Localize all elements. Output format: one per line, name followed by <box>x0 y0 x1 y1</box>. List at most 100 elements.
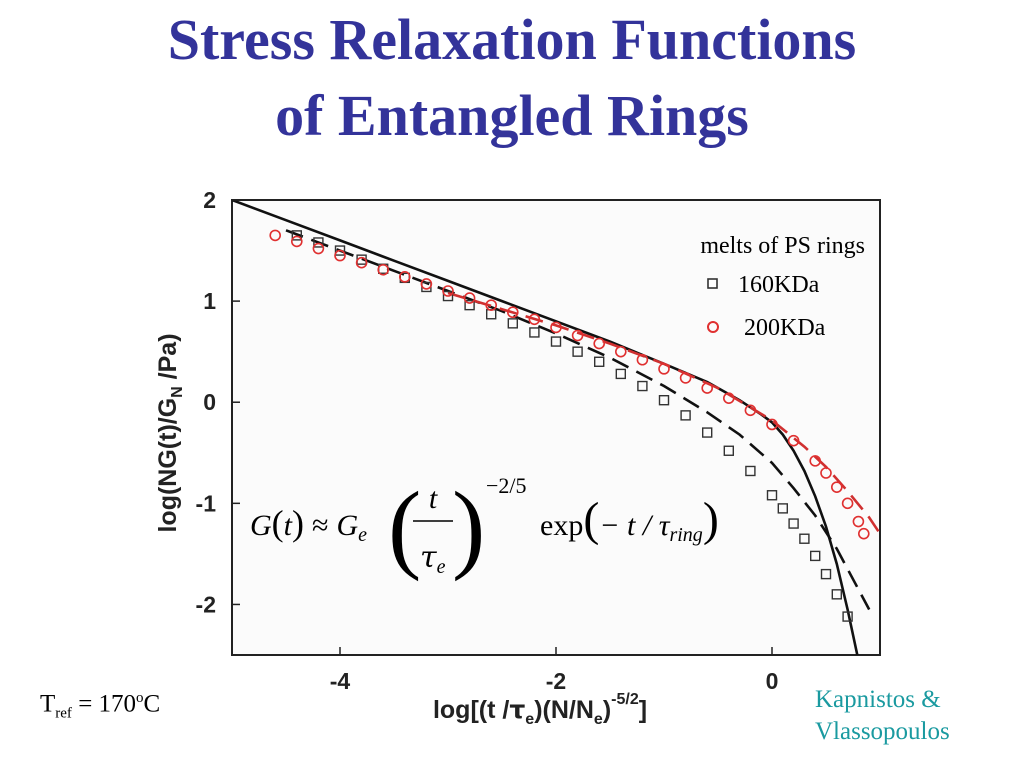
marker-160kda <box>842 611 853 622</box>
marker-200kda <box>841 497 854 510</box>
model-curve-1 <box>285 229 871 611</box>
marker-200kda <box>571 329 584 342</box>
marker-200kda <box>701 382 714 394</box>
marker-200kda <box>312 242 325 255</box>
marker-200kda <box>636 353 649 366</box>
marker-200kda <box>420 278 433 290</box>
y-tick-label: 0 <box>203 389 216 415</box>
plot-border <box>231 199 881 656</box>
title-line-2: of Entangled Rings <box>275 83 749 148</box>
marker-200kda <box>679 372 692 384</box>
marker-200kda <box>377 263 390 276</box>
slide-title: Stress Relaxation Functions of Entangled… <box>0 2 1024 154</box>
y-axis-title-b: /Pa) <box>154 333 182 386</box>
y-tick-label: -1 <box>196 490 217 516</box>
data-markers <box>269 229 870 622</box>
credit-line-2: Vlassopoulos <box>815 718 950 745</box>
x-axis-title-b: )(N/N <box>534 696 594 724</box>
marker-200kda <box>398 271 411 283</box>
legend-label-200kda: 200KDa <box>744 315 826 341</box>
marker-200kda <box>722 392 735 404</box>
title-line-1: Stress Relaxation Functions <box>167 7 857 72</box>
x-axis-title: log[(t /τe)(N/Ne)-5/2] <box>433 691 647 728</box>
credit-line-1: Kapnistos & <box>815 686 941 713</box>
marker-200kda <box>766 418 778 431</box>
axis-ticks: 2 1 0 -1 -2 -4 -2 0 <box>196 187 779 694</box>
marker-200kda <box>485 299 498 311</box>
tref-unit: C <box>143 690 161 718</box>
marker-160kda <box>702 427 713 438</box>
marker-200kda <box>820 467 832 479</box>
eq-big-lparen: ( <box>388 471 421 582</box>
marker-160kda <box>788 518 799 529</box>
x-axis-title-c: ) <box>603 696 611 724</box>
legend: melts of PS rings 160KDa 200KDa <box>700 233 865 341</box>
marker-200kda <box>550 321 562 334</box>
eq-frac-den: τe <box>420 540 446 578</box>
y-axis-title-a: log(NG(t)/G <box>154 398 182 533</box>
marker-160kda <box>658 395 670 406</box>
marker-160kda <box>529 327 540 338</box>
eq-exp-lparen: ( <box>583 493 599 546</box>
x-tick-label: 0 <box>766 668 779 694</box>
marker-160kda <box>442 290 454 302</box>
y-tick-label: -2 <box>196 591 216 617</box>
y-tick-label: 1 <box>203 288 216 314</box>
y-axis-title: log(NG(t)/GN /Pa) <box>154 333 186 532</box>
marker-200kda <box>658 363 670 375</box>
marker-160kda <box>572 346 583 357</box>
marker-200kda <box>857 527 870 540</box>
marker-160kda <box>723 445 734 456</box>
tref-base: T <box>40 690 56 718</box>
eq-big-rparen: ) <box>452 471 485 582</box>
reference-temperature: Tref = 170oC <box>40 690 160 722</box>
legend-label-160kda: 160KDa <box>738 272 820 298</box>
model-curve-2 <box>447 291 880 535</box>
equation: G(t) ≈ Ge ( t τe ) −2/5 exp(− t / τring) <box>250 471 719 582</box>
legend-marker-200kda <box>707 321 719 333</box>
y-tick-label: 2 <box>203 187 216 213</box>
marker-200kda <box>614 345 627 358</box>
x-tick-label: -2 <box>546 668 566 694</box>
marker-160kda <box>507 318 518 329</box>
model-curves <box>232 200 880 655</box>
marker-200kda <box>830 481 843 493</box>
marker-160kda <box>464 299 475 311</box>
eq-exp: exp <box>540 509 583 542</box>
legend-marker-160kda <box>707 278 718 289</box>
marker-200kda <box>593 337 606 350</box>
eq-lparen: ( <box>272 503 284 543</box>
eq-ge: G <box>336 509 358 542</box>
eq-exp-group: exp(− t / τring) <box>540 493 719 546</box>
marker-200kda <box>506 306 519 319</box>
x-axis-title-ne: e <box>594 711 603 728</box>
x-axis-title-e: e <box>525 711 534 728</box>
marker-160kda <box>637 380 648 392</box>
eq-ge-sub: e <box>358 524 367 546</box>
marker-200kda <box>334 249 346 262</box>
eq-exp-rparen: ) <box>703 493 719 546</box>
marker-160kda <box>799 533 810 544</box>
tref-sup: o <box>136 690 144 706</box>
x-axis-title-tau: τ <box>509 695 525 724</box>
marker-200kda <box>787 434 800 447</box>
legend-title: melts of PS rings <box>700 233 865 259</box>
eq-t: t <box>284 509 293 542</box>
marker-160kda <box>550 336 562 347</box>
marker-160kda <box>831 589 842 600</box>
marker-160kda <box>615 368 626 380</box>
x-axis-title-exp: -5/2 <box>611 691 639 708</box>
marker-160kda <box>334 245 346 256</box>
credit: Kapnistos & Vlassopoulos <box>815 684 950 748</box>
marker-200kda <box>809 455 822 467</box>
eq-tau: τ <box>420 540 437 575</box>
tref-sub: ref <box>55 705 72 722</box>
eq-approx: ≈ <box>312 509 328 542</box>
eq-frac-num: t <box>429 482 438 515</box>
marker-160kda <box>291 230 302 241</box>
marker-200kda <box>528 313 541 326</box>
marker-200kda <box>744 404 757 417</box>
marker-200kda <box>269 229 282 242</box>
marker-160kda <box>820 568 832 580</box>
marker-160kda <box>313 237 324 248</box>
